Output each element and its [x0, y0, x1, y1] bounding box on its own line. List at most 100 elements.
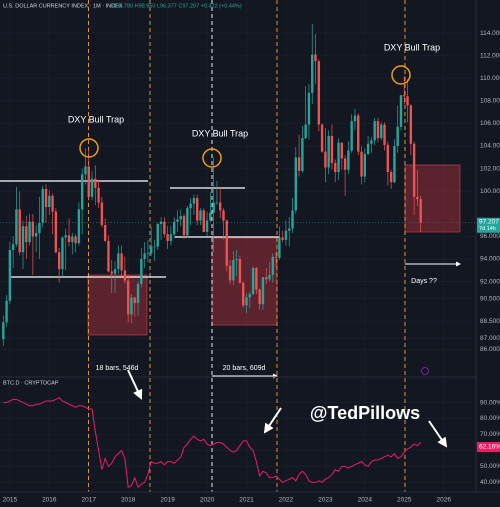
- candle-body: [412, 143, 416, 197]
- candle-body: [74, 236, 77, 244]
- candle-body: [51, 195, 54, 212]
- candle-body: [44, 188, 48, 208]
- candle-body: [265, 277, 268, 280]
- x-tick-label: 2017: [82, 497, 97, 504]
- x-tick-label: 2024: [358, 497, 373, 504]
- candle-body: [80, 174, 84, 210]
- dominance-line: [3, 397, 422, 489]
- x-tick-label: 2025: [397, 497, 412, 504]
- candle-body: [235, 259, 238, 261]
- y-tick-label: 104.000: [480, 143, 500, 150]
- candle-body: [347, 150, 350, 170]
- x-tick-label: 2015: [3, 497, 18, 504]
- candle-body: [232, 260, 235, 281]
- candle-body: [163, 221, 166, 235]
- last-price-label: 97.207: [479, 218, 499, 225]
- candle-body: [84, 166, 87, 175]
- annotation: DXY Bull Trap: [384, 42, 440, 52]
- candle-body: [245, 297, 248, 306]
- candle-body: [120, 253, 123, 271]
- candle-body: [261, 277, 265, 305]
- y-tick-label: 110.000: [480, 75, 500, 82]
- candle-body: [416, 196, 419, 200]
- candle-body: [61, 237, 64, 270]
- candle-body: [284, 230, 288, 240]
- candle-body: [113, 269, 117, 274]
- candle-body: [21, 226, 25, 253]
- cycle-lines: [88, 0, 406, 492]
- candle-body: [373, 121, 376, 141]
- candle-body: [8, 249, 12, 301]
- candle-body: [278, 237, 281, 258]
- x-tick-label: 2026: [436, 497, 451, 504]
- candle-body: [71, 236, 74, 243]
- candle-body: [399, 95, 403, 127]
- candle-body: [103, 225, 107, 241]
- candle-body: [324, 151, 327, 168]
- candle-body: [159, 221, 163, 224]
- candle-body: [172, 221, 176, 235]
- trend-arrows: [127, 369, 448, 448]
- candle-body: [133, 297, 136, 304]
- candle-body: [370, 140, 373, 144]
- candle-body: [363, 153, 367, 177]
- candle-body: [205, 220, 209, 232]
- y-tick-label: 88.500: [480, 318, 500, 325]
- candle-body: [38, 222, 41, 234]
- candle-body: [301, 138, 304, 171]
- candle-body: [409, 105, 413, 144]
- candle-body: [2, 322, 5, 340]
- candle-body: [307, 92, 311, 125]
- candle-body: [100, 202, 104, 226]
- y-tick-label: 102.000: [480, 165, 500, 172]
- candle-body: [34, 233, 38, 237]
- y-tick-label: 100.000: [480, 188, 500, 195]
- candle-body: [28, 221, 31, 243]
- annotation: 20 bars, 609d: [223, 365, 266, 372]
- candle-body: [274, 256, 278, 258]
- y-tick-label: 106.000: [480, 120, 500, 127]
- candle-body: [215, 202, 219, 204]
- candle-body: [169, 234, 173, 241]
- candle-body: [271, 256, 274, 275]
- candle-body: [97, 187, 100, 203]
- candle-body: [41, 188, 44, 223]
- candle-body: [209, 212, 212, 221]
- annotation: DXY Bull Trap: [68, 114, 124, 124]
- y-tick-label: 87.000: [480, 335, 500, 342]
- countdown-label: 7d 14h: [479, 226, 496, 232]
- candle-body: [343, 158, 347, 170]
- pane-title: BTC.D · CRYPTOCAP: [3, 380, 59, 386]
- x-tick-label: 2018: [121, 497, 136, 504]
- candle-body: [419, 199, 422, 223]
- y-tick-label: 90.500: [480, 295, 500, 302]
- candle-body: [403, 95, 406, 97]
- candle-body: [196, 198, 199, 221]
- candle-body: [238, 259, 242, 283]
- candle-body: [11, 244, 15, 250]
- annotation: Days ??: [411, 278, 437, 285]
- candle-body: [94, 178, 97, 188]
- candle-body: [107, 240, 110, 272]
- candle-body: [376, 121, 380, 139]
- candle-body: [251, 268, 255, 295]
- candle-body: [176, 219, 179, 222]
- candle-body: [186, 208, 189, 236]
- y-tick-label: 114.000: [480, 30, 500, 37]
- candle-body: [146, 253, 150, 254]
- y-tick-label: 86.000: [480, 346, 500, 353]
- candle-body: [123, 270, 127, 281]
- candle-body: [294, 157, 298, 211]
- candle-body: [153, 246, 156, 248]
- candle-body: [350, 121, 353, 151]
- candle-body: [48, 195, 51, 208]
- candle-body: [212, 202, 215, 213]
- grid: [0, 0, 476, 492]
- candle-body: [149, 246, 153, 254]
- candle-body: [248, 294, 251, 298]
- zone-box: [211, 237, 278, 326]
- marker-icon: [421, 367, 429, 375]
- annotation: 18 bars, 546d: [96, 365, 139, 372]
